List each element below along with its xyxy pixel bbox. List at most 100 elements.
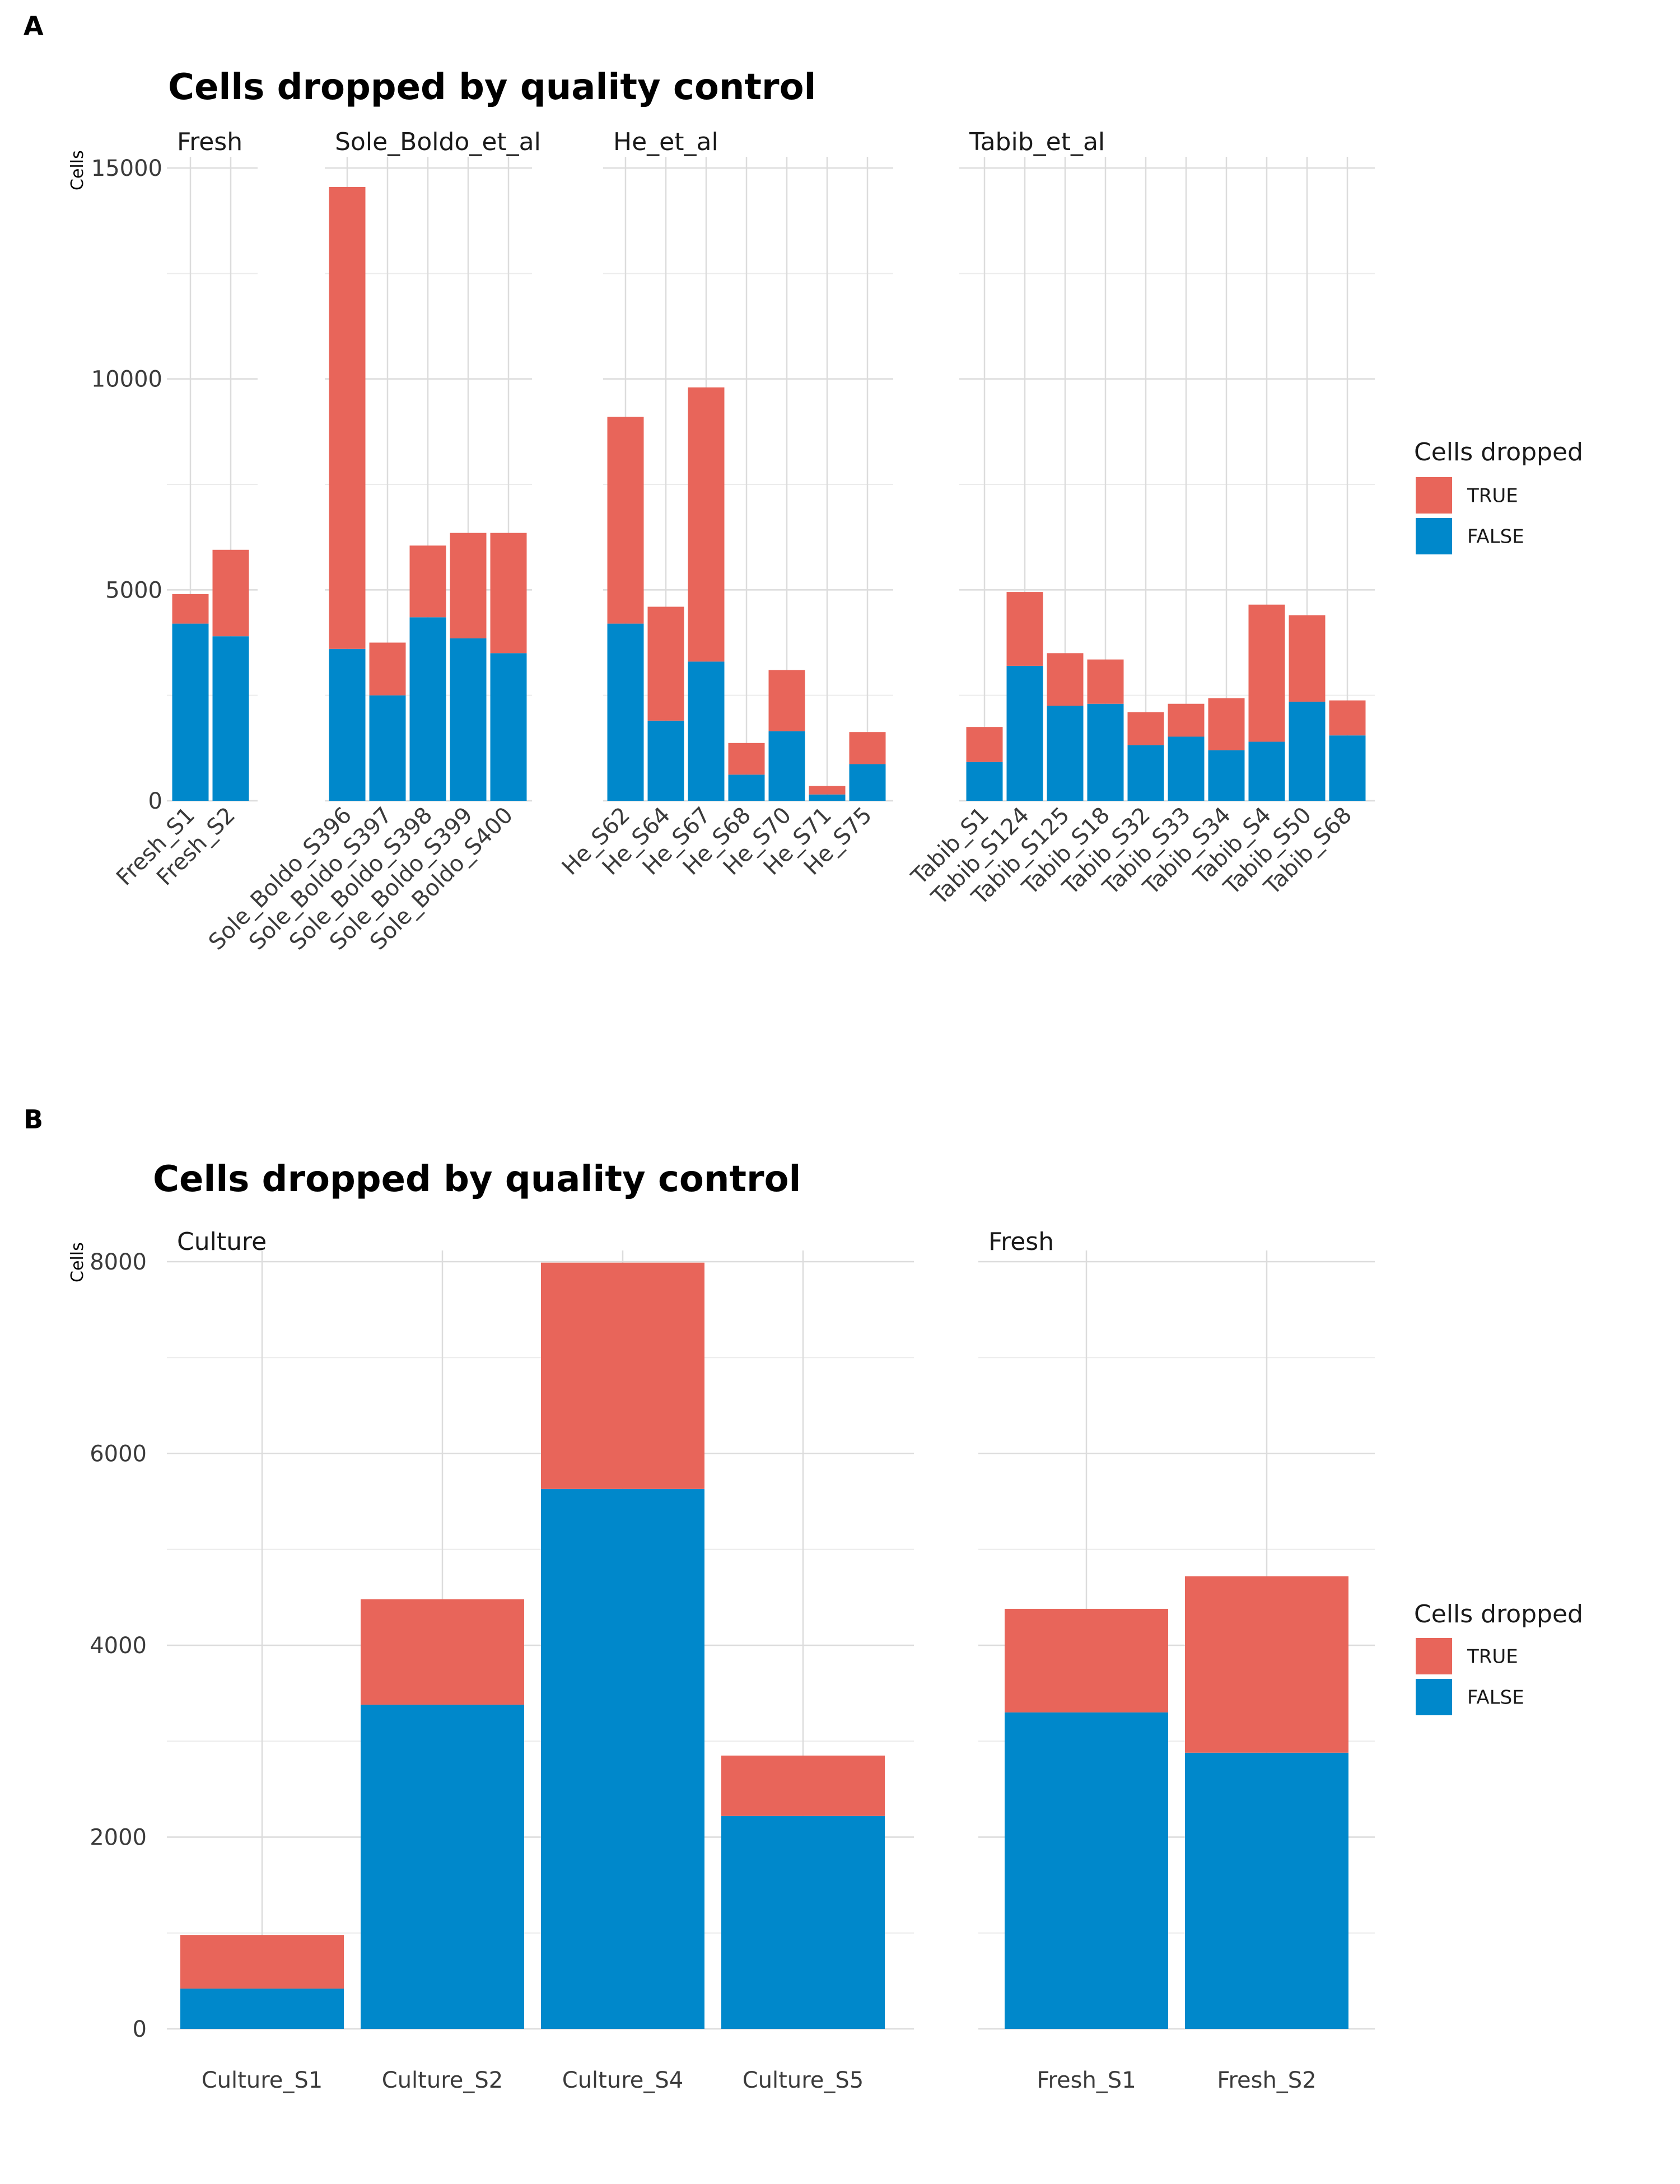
- bar-true-he-s67: [688, 387, 725, 662]
- facet-label: Tabib_et_al: [969, 128, 1105, 156]
- bar-false-culture-s5: [721, 1816, 885, 2029]
- legend-swatch-false: [1416, 518, 1452, 554]
- bar-false-he-s64: [647, 720, 684, 801]
- y-tick-label: 5000: [105, 577, 162, 603]
- facet-label: Culture: [177, 1228, 267, 1256]
- bar-true-fresh-s1: [1005, 1608, 1168, 1712]
- bar-false-sole-boldo-s399: [450, 638, 487, 801]
- bar-false-culture-s1: [180, 1989, 344, 2029]
- bar-false-sole-boldo-s400: [490, 653, 527, 801]
- facet-he-et-al: He_et_alHe_S62He_S64He_S67He_S68He_S70He…: [557, 128, 893, 880]
- bar-true-tabib-s50: [1289, 615, 1326, 702]
- x-tick-label: Culture_S1: [202, 2068, 323, 2093]
- bar-true-tabib-s1: [966, 727, 1003, 762]
- legend-swatch-true: [1416, 1638, 1452, 1674]
- bar-false-tabib-s32: [1127, 745, 1164, 801]
- y-tick-label: 10000: [91, 367, 162, 393]
- bar-true-tabib-s4: [1248, 604, 1285, 742]
- panel-b: B Cells dropped by quality control Cells Cu…: [24, 1104, 1583, 2093]
- panel-letter: A: [24, 11, 44, 41]
- bar-false-sole-boldo-s398: [409, 617, 446, 801]
- legend-swatch-true: [1416, 477, 1452, 514]
- bar-false-he-s62: [607, 623, 644, 801]
- bar-true-he-s70: [768, 670, 805, 731]
- x-tick-label: Culture_S4: [562, 2068, 683, 2093]
- bar-true-tabib-s33: [1168, 703, 1205, 737]
- y-axis-label: Cells: [68, 150, 87, 190]
- bar-false-tabib-s4: [1248, 741, 1285, 801]
- bar-false-tabib-s124: [1006, 665, 1043, 801]
- bar-true-sole-boldo-s398: [409, 545, 446, 618]
- y-axis-label: Cells: [68, 1242, 87, 1282]
- bar-true-culture-s2: [361, 1599, 524, 1705]
- bar-false-tabib-s33: [1168, 736, 1205, 801]
- bar-true-sole-boldo-s396: [329, 186, 366, 649]
- bar-true-fresh-s2: [212, 549, 249, 637]
- bar-false-tabib-s1: [966, 762, 1003, 801]
- bar-false-tabib-s125: [1047, 706, 1084, 801]
- bar-false-culture-s2: [361, 1705, 524, 2029]
- x-tick-label: Culture_S2: [382, 2068, 503, 2093]
- legend-title: Cells dropped: [1414, 438, 1583, 466]
- bar-false-fresh-s2: [212, 636, 249, 801]
- bar-true-sole-boldo-s400: [490, 533, 527, 654]
- bar-true-fresh-s2: [1185, 1576, 1348, 1753]
- legend-label-false: FALSE: [1467, 1687, 1524, 1709]
- y-tick-label: 15000: [91, 156, 162, 181]
- chart-title: Cells dropped by quality control: [168, 67, 816, 108]
- bar-true-he-s64: [647, 606, 684, 721]
- bar-false-he-s68: [728, 774, 765, 801]
- legend: Cells dropped TRUE FALSE: [1414, 438, 1583, 554]
- legend-label-false: FALSE: [1467, 526, 1524, 548]
- bar-false-tabib-s18: [1087, 703, 1124, 801]
- panel-a: A Cells dropped by quality control Cells Fr…: [24, 11, 1583, 955]
- bar-false-sole-boldo-s397: [369, 695, 406, 801]
- facet-label: Fresh: [177, 128, 242, 156]
- bar-true-he-s68: [728, 743, 765, 775]
- x-tick-label: Culture_S5: [743, 2068, 864, 2093]
- bar-true-tabib-s68: [1329, 700, 1366, 736]
- bar-true-tabib-s125: [1047, 653, 1084, 706]
- bar-false-tabib-s50: [1289, 701, 1326, 801]
- bar-true-culture-s4: [541, 1262, 704, 1489]
- bar-true-tabib-s32: [1127, 712, 1164, 745]
- facet-culture: Culture Culture_S1 Culture_S2 Culture_S4 Cul…: [167, 1228, 914, 2093]
- y-tick-label: 8000: [90, 1249, 147, 1275]
- bar-false-fresh-s1: [172, 623, 209, 801]
- y-tick-label: 0: [148, 788, 162, 814]
- bar-false-sole-boldo-s396: [329, 648, 366, 801]
- facet-label: Sole_Boldo_et_al: [335, 128, 541, 156]
- panel-letter: B: [24, 1104, 43, 1135]
- x-tick-label: Fresh_S1: [1037, 2068, 1136, 2093]
- facet-sole-boldo-et-al: Sole_Boldo_et_alSole_Boldo_S396Sole_Bold…: [204, 128, 541, 955]
- y-tick-label: 0: [133, 2017, 147, 2042]
- facet-label: Fresh: [988, 1228, 1054, 1256]
- bar-true-tabib-s34: [1208, 698, 1245, 750]
- bar-true-culture-s5: [721, 1755, 885, 1816]
- legend-swatch-false: [1416, 1679, 1452, 1715]
- bar-true-he-s71: [809, 786, 846, 795]
- bar-true-sole-boldo-s397: [369, 642, 406, 696]
- facet-tabib-et-al: Tabib_et_alTabib_S1Tabib_S124Tabib_S125T…: [906, 128, 1375, 911]
- bar-false-tabib-s34: [1208, 750, 1245, 801]
- bar-true-he-s62: [607, 417, 644, 624]
- bar-true-sole-boldo-s399: [450, 533, 487, 638]
- bar-true-tabib-s124: [1006, 592, 1043, 666]
- legend: Cells dropped TRUE FALSE: [1414, 1600, 1583, 1715]
- bar-true-tabib-s18: [1087, 659, 1124, 704]
- bar-false-he-s67: [688, 661, 725, 801]
- bar-false-he-s71: [809, 794, 846, 801]
- bar-true-culture-s1: [180, 1935, 344, 1989]
- y-tick-label: 2000: [90, 1825, 147, 1851]
- legend-title: Cells dropped: [1414, 1600, 1583, 1628]
- bar-true-he-s75: [849, 732, 886, 764]
- y-tick-label: 6000: [90, 1441, 147, 1467]
- bar-false-culture-s4: [541, 1488, 704, 2029]
- bar-false-fresh-s2: [1185, 1752, 1348, 2029]
- legend-label-true: TRUE: [1467, 1646, 1518, 1668]
- facet-label: He_et_al: [613, 128, 718, 156]
- bar-true-fresh-s1: [172, 594, 209, 624]
- bar-false-he-s75: [849, 764, 886, 801]
